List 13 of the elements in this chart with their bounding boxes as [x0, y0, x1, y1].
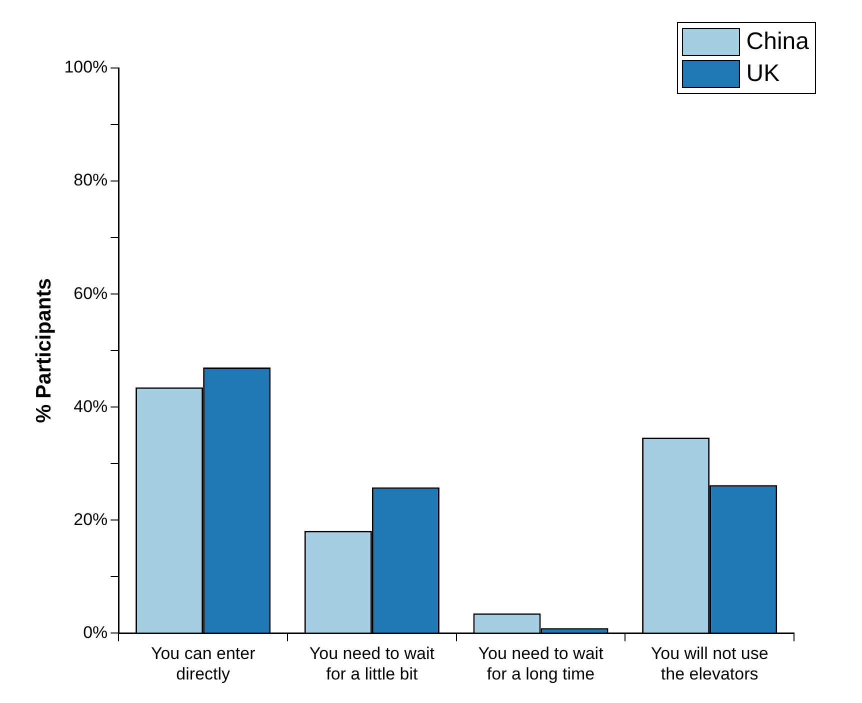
y-tick-label: 20%: [74, 510, 108, 529]
y-tick-label: 0%: [83, 622, 108, 642]
y-tick-label: 100%: [64, 58, 108, 77]
x-tick-label: You can enter directly: [150, 644, 256, 684]
y-tick-label: 40%: [74, 396, 108, 416]
y-tick-label: 60%: [74, 284, 108, 303]
y-axis-title: % Participants: [32, 278, 56, 423]
x-tick-label: You need to wait for a long time: [478, 644, 604, 684]
x-tick-label: You need to wait for a little bit: [309, 644, 435, 684]
legend-label: China: [746, 28, 809, 56]
x-tick-label: You will not use the elevators: [650, 644, 768, 684]
legend-label: UK: [746, 60, 780, 88]
y-tick-label: 80%: [74, 170, 108, 190]
